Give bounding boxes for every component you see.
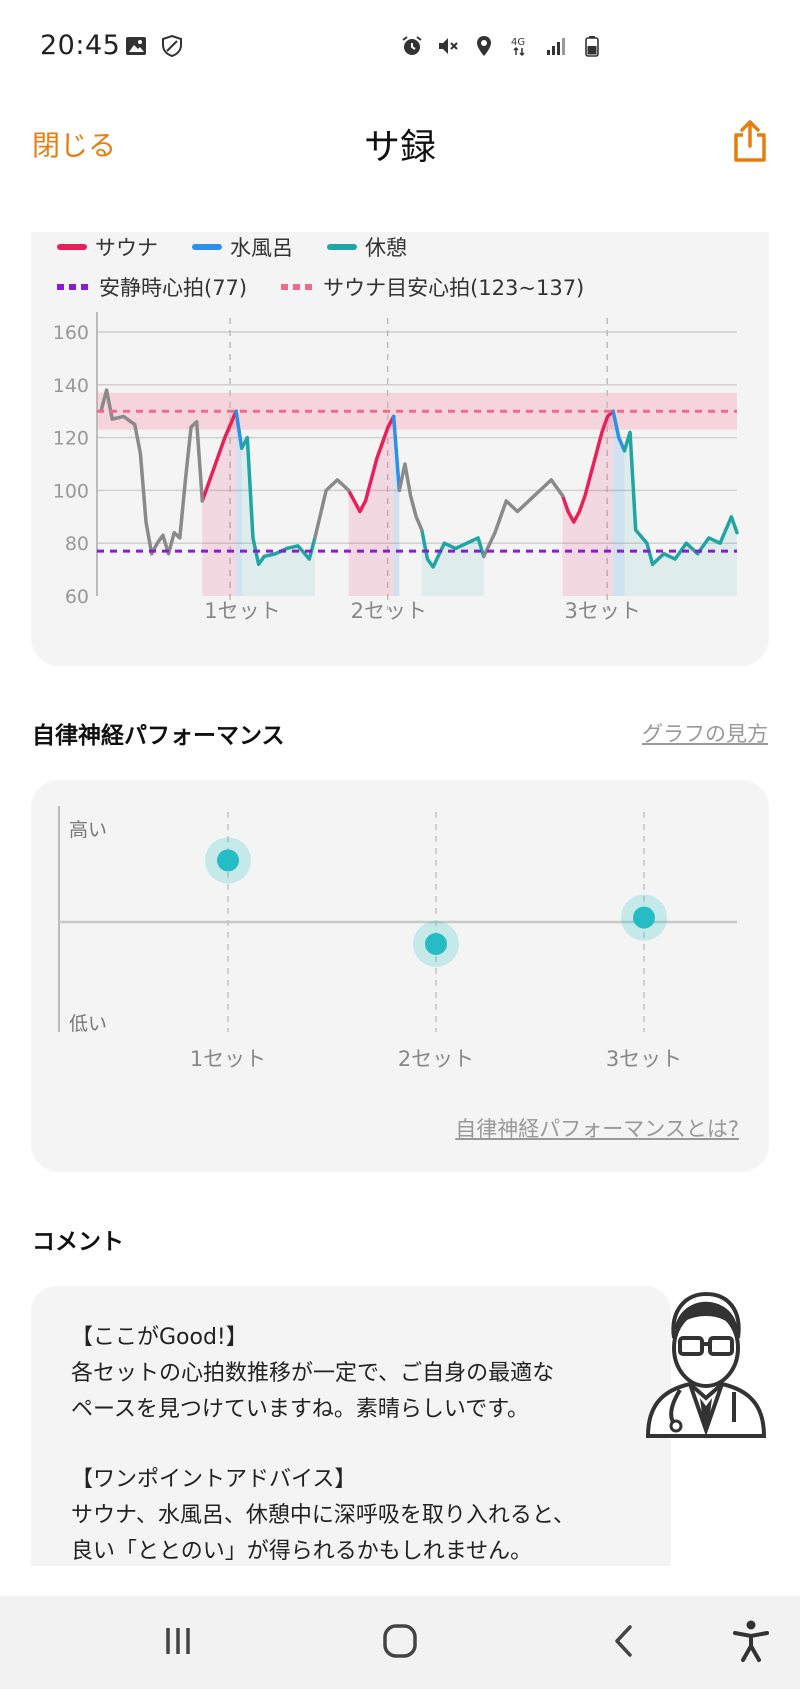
legend-target-hr: サウナ目安心拍(123~137) — [281, 272, 584, 302]
heart-rate-card: 60 80 100 120 140 160 1セット 2セット 3セット サウナ 水風呂 休憩 … — [31, 232, 769, 666]
battery-icon — [585, 36, 599, 57]
series-area — [624, 432, 737, 596]
comment-section-title: コメント — [32, 1229, 124, 1255]
comment-line: 各セットの心拍数推移が一定で、ご自身の最適な — [71, 1361, 555, 1386]
comment-line — [71, 1428, 671, 1462]
legend-cold-bath: 水風呂 — [192, 232, 293, 262]
doctor-icon — [645, 1291, 767, 1438]
image-icon — [126, 37, 146, 55]
location-icon — [477, 36, 491, 56]
graph-help-link[interactable]: グラフの見方 — [642, 718, 768, 748]
recent-apps-button[interactable] — [153, 1616, 203, 1666]
series-line — [391, 414, 402, 493]
series-line — [420, 528, 486, 569]
ans-what-is-link[interactable]: 自律神経パフォーマンスとは? — [455, 1113, 739, 1143]
legend-resting-hr: 安静時心拍(77) — [57, 272, 247, 302]
comment-line: 【ワンポイントアドバイス】 — [71, 1467, 357, 1492]
comment-line: サウナ、水風呂、休憩中に深呼吸を取り入れると、 — [71, 1503, 576, 1528]
system-nav-bar — [0, 1596, 800, 1689]
ans-card: 高い低い 1セット 2セット 3セット 自律神経パフォーマンスとは? — [31, 780, 769, 1172]
data-point — [425, 933, 447, 955]
mute-icon — [439, 38, 458, 54]
series-area — [241, 437, 315, 596]
series-area — [562, 411, 614, 596]
series-line — [234, 409, 244, 450]
data-point — [633, 906, 655, 929]
accessibility-icon — [733, 1620, 769, 1662]
y-label-low: 低い — [69, 1013, 107, 1035]
home-icon — [383, 1624, 417, 1658]
series-area — [421, 530, 484, 596]
series-line — [397, 462, 424, 532]
recent-apps-icon — [166, 1628, 190, 1654]
series-line — [313, 478, 351, 540]
svg-text:4G: 4G — [511, 37, 525, 48]
legend-row-1: サウナ 水風呂 休憩 — [57, 232, 441, 262]
y-tick-label: 140 — [53, 375, 89, 397]
set-label: 3セット — [565, 599, 641, 623]
status-bar: 20:45 4G — [0, 0, 800, 96]
x-tick-label: 1セット — [190, 1047, 266, 1071]
legend-rest: 休憩 — [327, 232, 407, 262]
page-title: サ録 — [363, 127, 436, 168]
shield-icon — [162, 34, 182, 58]
back-button[interactable] — [600, 1616, 650, 1666]
app-header: 閉じる サ録 — [0, 96, 800, 232]
home-button[interactable] — [375, 1616, 425, 1666]
series-line — [560, 409, 615, 524]
y-tick-label: 160 — [53, 322, 89, 344]
comment-line: 良い「ととのい」が得られるかもしれません。 — [71, 1539, 533, 1564]
y-label-high: 高い — [69, 819, 107, 841]
x-tick-label: 2セット — [398, 1047, 474, 1071]
series-line — [481, 478, 565, 559]
status-time: 20:45 — [40, 30, 121, 61]
legend-sauna: サウナ — [57, 232, 158, 262]
y-tick-label: 60 — [65, 586, 89, 608]
back-icon — [615, 1625, 632, 1657]
comment-line: 【ここがGood!】 — [71, 1325, 248, 1350]
series-line — [99, 388, 205, 556]
data-point — [217, 849, 239, 872]
set-label: 1セット — [204, 599, 280, 623]
series-line — [200, 409, 238, 503]
y-tick-label: 120 — [53, 428, 89, 450]
series-area — [202, 411, 237, 596]
series-line — [346, 414, 396, 514]
share-button[interactable] — [730, 118, 770, 164]
ans-section-title: 自律神経パフォーマンス — [32, 723, 285, 749]
series-line — [622, 430, 739, 567]
y-tick-label: 100 — [53, 480, 89, 502]
y-tick-label: 80 — [65, 533, 89, 555]
legend-row-2: 安静時心拍(77) サウナ目安心拍(123~137) — [57, 272, 618, 302]
comment-line: ペースを見つけていますね。素晴らしいです。 — [71, 1397, 530, 1422]
set-label: 2セット — [351, 599, 427, 623]
accessibility-button[interactable] — [726, 1616, 776, 1666]
network-4g-icon: 4G — [511, 37, 525, 57]
alarm-icon — [402, 36, 422, 55]
series-line — [239, 435, 317, 567]
close-button[interactable]: 閉じる — [32, 124, 116, 164]
series-line — [611, 409, 627, 453]
signal-icon — [547, 38, 565, 55]
comment-card: 【ここがGood!】 各セットの心拍数推移が一定で、ご自身の最適な ペースを見つ… — [31, 1286, 671, 1566]
x-tick-label: 3セット — [606, 1047, 682, 1071]
heart-rate-chart: 60 80 100 120 140 160 1セット 2セット 3セット — [53, 312, 739, 623]
share-icon — [734, 120, 766, 162]
